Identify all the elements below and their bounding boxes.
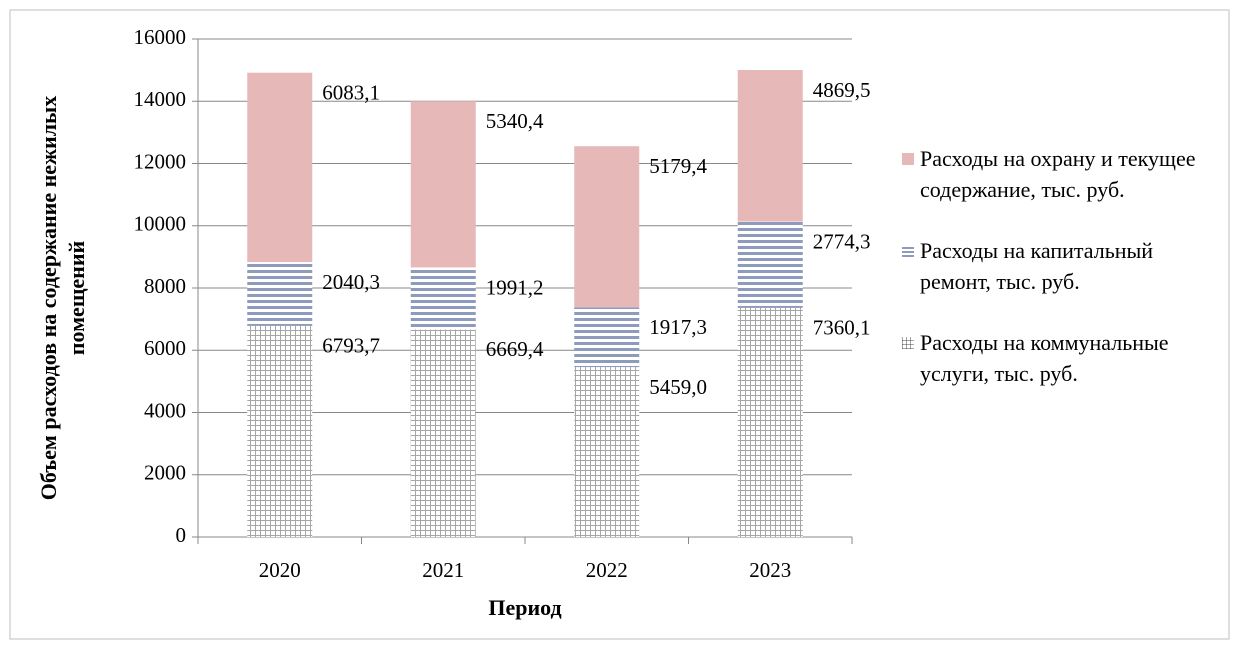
y-tick-label: 6000 <box>144 336 186 360</box>
x-tick-label: 2022 <box>586 558 628 582</box>
value-label: 6669,4 <box>486 337 544 361</box>
legend-label: Расходы на охрану и текущее содержание, … <box>920 146 1196 202</box>
legend-label: Расходы на коммунальные услуги, тыс. руб… <box>920 330 1169 386</box>
value-label: 7360,1 <box>813 316 871 340</box>
bar-segment <box>737 307 803 537</box>
x-axis-title: Период <box>488 595 561 620</box>
value-label: 5340,4 <box>486 109 544 133</box>
y-tick-label: 12000 <box>134 149 187 173</box>
bar-segment <box>737 70 803 222</box>
y-tick-label: 16000 <box>134 25 187 49</box>
value-label: 4869,5 <box>813 78 871 102</box>
value-label: 5459,0 <box>649 375 707 399</box>
value-label: 1917,3 <box>649 315 707 339</box>
legend-item: Расходы на охрану и текущее содержание, … <box>902 143 1202 205</box>
value-label: 1991,2 <box>486 275 544 299</box>
y-tick-label: 14000 <box>134 87 187 111</box>
bar-segment <box>247 72 313 263</box>
bar-segment <box>574 146 640 308</box>
value-label: 6083,1 <box>322 81 380 105</box>
x-tick-label: 2023 <box>749 558 791 582</box>
bar-segment <box>410 267 476 330</box>
x-tick-label: 2020 <box>259 558 301 582</box>
y-tick-label: 10000 <box>134 212 187 236</box>
bar-segment <box>574 307 640 368</box>
bar-segment <box>247 262 313 326</box>
bar-segment <box>737 221 803 308</box>
y-tick-label: 8000 <box>144 274 186 298</box>
value-label: 6793,7 <box>322 333 380 357</box>
y-tick-label: 2000 <box>144 461 186 485</box>
bar-segment <box>247 325 313 537</box>
bar-segment <box>574 367 640 537</box>
legend-item: Расходы на коммунальные услуги, тыс. руб… <box>902 327 1202 389</box>
y-tick-label: 4000 <box>144 398 186 422</box>
x-tick-label: 2021 <box>422 558 464 582</box>
bar-segment <box>410 329 476 537</box>
value-label: 5179,4 <box>649 154 707 178</box>
value-label: 2040,3 <box>322 270 380 294</box>
value-label: 2774,3 <box>813 229 871 253</box>
legend-swatch <box>902 245 914 257</box>
legend-item: Расходы на капитальный ремонт, тыс. руб. <box>902 235 1202 297</box>
legend: Расходы на охрану и текущее содержание, … <box>902 143 1202 389</box>
bar-segment <box>410 101 476 268</box>
y-tick-label: 0 <box>176 523 187 547</box>
legend-swatch <box>902 153 914 165</box>
y-axis-title: Объем расходов на содержание нежилых пом… <box>36 95 89 501</box>
legend-label: Расходы на капитальный ремонт, тыс. руб. <box>920 238 1154 294</box>
frame <box>9 9 1230 640</box>
legend-swatch <box>902 337 914 349</box>
